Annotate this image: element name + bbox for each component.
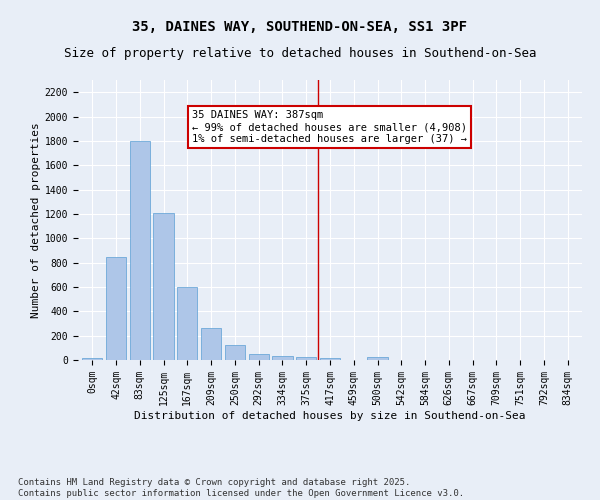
Bar xyxy=(154,212,173,360)
Text: 35, DAINES WAY, SOUTHEND-ON-SEA, SS1 3PF: 35, DAINES WAY, SOUTHEND-ON-SEA, SS1 3PF xyxy=(133,20,467,34)
Text: 35 DAINES WAY: 387sqm
← 99% of detached houses are smaller (4,908)
1% of semi-de: 35 DAINES WAY: 387sqm ← 99% of detached … xyxy=(192,110,467,144)
Bar xyxy=(177,287,197,360)
Text: Size of property relative to detached houses in Southend-on-Sea: Size of property relative to detached ho… xyxy=(64,48,536,60)
Bar xyxy=(130,141,150,360)
Bar xyxy=(272,356,293,360)
Text: Contains HM Land Registry data © Crown copyright and database right 2025.
Contai: Contains HM Land Registry data © Crown c… xyxy=(18,478,464,498)
Bar xyxy=(225,345,245,360)
X-axis label: Distribution of detached houses by size in Southend-on-Sea: Distribution of detached houses by size … xyxy=(134,410,526,420)
Bar xyxy=(201,328,221,360)
Bar xyxy=(296,357,316,360)
Bar xyxy=(367,357,388,360)
Bar xyxy=(82,358,103,360)
Bar xyxy=(320,358,340,360)
Bar xyxy=(248,354,269,360)
Y-axis label: Number of detached properties: Number of detached properties xyxy=(31,122,41,318)
Bar xyxy=(106,256,126,360)
